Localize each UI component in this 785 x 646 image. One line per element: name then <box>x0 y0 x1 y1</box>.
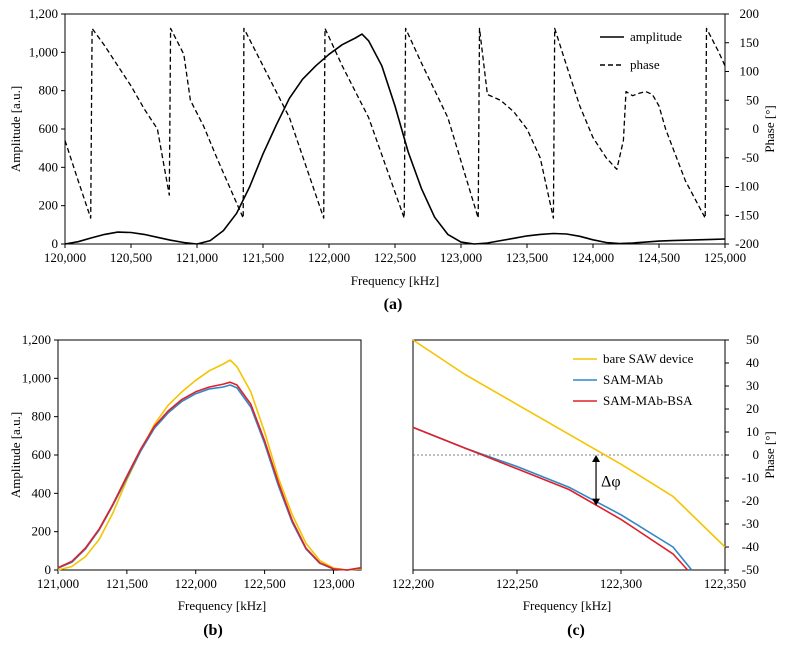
panel-c-y-tick-label: 10 <box>746 424 759 439</box>
delta-phi-arrow-head-bottom <box>592 498 601 506</box>
delta-phi-arrow-head-top <box>592 455 601 462</box>
panel-a-y-tick-label: 1,000 <box>29 44 58 59</box>
panel-c-series-bare-line <box>412 339 726 548</box>
panel-a-x-tick-label: 124,000 <box>572 250 614 265</box>
panel-a-y-tick-label: 400 <box>39 159 59 174</box>
panel-a-legend: amplitude phase <box>600 29 682 72</box>
panel-a-y-ticks: 0 200 400 600 800 1,000 1,200 <box>29 6 65 251</box>
panel-c: 122,200 122,250 122,300 122,350 -50 -40 -30 -2… <box>392 332 777 639</box>
panel-a-y2-tick-label: 50 <box>746 92 759 107</box>
panel-a-y-tick-label: 800 <box>39 83 59 98</box>
panel-a-x-tick-label: 123,000 <box>440 250 482 265</box>
panel-b-y-tick-label: 600 <box>32 447 52 462</box>
panel-a-x-tick-label: 125,000 <box>704 250 746 265</box>
panel-b-y-ticks: 0 200 400 600 800 1,000 1,200 <box>22 332 58 577</box>
panel-a-x-tick-label: 121,500 <box>242 250 284 265</box>
legend-sam-mab-label: SAM-MAb <box>603 372 663 387</box>
panel-a-y-tick-label: 0 <box>52 236 59 251</box>
panel-b-y-tick-label: 200 <box>32 524 52 539</box>
panel-c-legend: bare SAW device SAM-MAb SAM-MAb-BSA <box>573 351 694 408</box>
panel-b-series-sam_mab-line <box>57 384 362 571</box>
panel-b-xlabel: Frequency [kHz] <box>178 598 266 613</box>
panel-a-y2-tick-label: 150 <box>740 35 760 50</box>
panel-c-y-tick-label: -20 <box>742 493 759 508</box>
panel-b-x-tick-label: 122,000 <box>175 576 217 591</box>
panel-b-ylabel: Amplitude [a.u.] <box>8 412 23 498</box>
panel-b-y-tick-label: 1,200 <box>22 332 51 347</box>
panel-b-series <box>57 359 362 571</box>
panel-c-x-ticks: 122,200 122,250 122,300 122,350 <box>392 570 746 591</box>
panel-a-y-tick-label: 1,200 <box>29 6 58 21</box>
delta-phi-label: Δφ <box>601 473 621 490</box>
panel-c-xlabel: Frequency [kHz] <box>523 598 611 613</box>
panel-c-y-tick-label: -50 <box>742 562 759 577</box>
panel-c-label: (c) <box>567 622 585 639</box>
panel-b-y-tick-label: 400 <box>32 485 52 500</box>
panel-a-y2-tick-label: -50 <box>742 150 759 165</box>
panel-a-y2label: Phase [°] <box>762 105 777 152</box>
panel-a-x-tick-label: 120,000 <box>44 250 86 265</box>
panel-c-y-tick-label: -10 <box>742 470 759 485</box>
panel-b: 121,000 121,500 122,000 122,500 123,000 0 200… <box>8 332 362 639</box>
legend-sam-mab-bsa-label: SAM-MAb-BSA <box>603 393 693 408</box>
legend-amplitude-label: amplitude <box>630 29 682 44</box>
legend-bare-label: bare SAW device <box>603 351 694 366</box>
panel-c-series-sam_mab_bsa-line <box>412 426 689 571</box>
panel-c-x-tick-label: 122,300 <box>600 576 642 591</box>
panel-b-x-ticks: 121,000 121,500 122,000 122,500 123,000 <box>37 570 355 591</box>
panel-a: 120,000 120,500 121,000 121,500 122,000 122,5… <box>8 6 777 313</box>
panel-a-y2-tick-label: 100 <box>740 64 760 79</box>
panel-a-x-tick-label: 122,000 <box>308 250 350 265</box>
panel-c-y-tick-label: 40 <box>746 355 759 370</box>
panel-c-ylabel: Phase [°] <box>762 431 777 478</box>
panel-a-y2-tick-label: -100 <box>735 179 759 194</box>
panel-a-x-ticks: 120,000 120,500 121,000 121,500 122,000 122,5… <box>44 244 746 265</box>
series-phase-line <box>64 27 726 219</box>
panel-c-y-tick-label: -30 <box>742 516 759 531</box>
panel-a-y-tick-label: 600 <box>39 121 59 136</box>
panel-a-y2-tick-label: 200 <box>740 6 760 21</box>
panel-a-y2-ticks: -200 -150 -100 -50 0 50 100 150 200 <box>725 6 759 251</box>
panel-a-x-tick-label: 120,500 <box>110 250 152 265</box>
panel-a-x-tick-label: 122,500 <box>374 250 416 265</box>
panel-c-y-tick-label: 20 <box>746 401 759 416</box>
panel-a-label: (a) <box>384 296 403 313</box>
panel-a-x-tick-label: 123,500 <box>506 250 548 265</box>
series-amplitude-line <box>64 33 726 245</box>
panel-c-y-tick-label: -40 <box>742 539 759 554</box>
panel-a-y2-tick-label: -200 <box>735 236 759 251</box>
panel-a-ylabel: Amplitude [a.u.] <box>8 86 23 172</box>
panel-b-y-tick-label: 1,000 <box>22 370 51 385</box>
panel-a-x-tick-label: 124,500 <box>638 250 680 265</box>
panel-a-y2-tick-label: -150 <box>735 207 759 222</box>
panel-b-y-tick-label: 0 <box>45 562 52 577</box>
panel-b-x-tick-label: 121,000 <box>37 576 79 591</box>
legend-phase-label: phase <box>630 57 660 72</box>
panel-b-x-tick-label: 122,500 <box>243 576 285 591</box>
panel-b-y-tick-label: 800 <box>32 409 52 424</box>
panel-c-series-sam_mab-line <box>412 426 693 571</box>
panel-b-frame <box>57 339 362 571</box>
panel-b-series-sam_mab_bsa-line <box>57 381 362 571</box>
panel-a-y-tick-label: 200 <box>39 198 59 213</box>
panel-c-series <box>412 339 726 571</box>
panel-c-y-tick-label: 0 <box>753 447 760 462</box>
panel-a-series <box>64 27 726 245</box>
panel-b-x-tick-label: 123,000 <box>312 576 354 591</box>
panel-c-y-tick-label: 50 <box>746 332 759 347</box>
panel-c-x-tick-label: 122,350 <box>704 576 746 591</box>
panel-c-x-tick-label: 122,250 <box>496 576 538 591</box>
panel-c-x-tick-label: 122,200 <box>392 576 434 591</box>
panel-b-label: (b) <box>203 622 223 639</box>
panel-b-series-bare-line <box>57 359 362 571</box>
panel-a-xlabel: Frequency [kHz] <box>351 273 439 288</box>
panel-a-frame <box>64 13 726 245</box>
panel-a-y2-tick-label: 0 <box>753 121 760 136</box>
panel-c-delta-phi-annotation: Δφ <box>592 455 621 506</box>
panel-a-x-tick-label: 121,000 <box>176 250 218 265</box>
panel-c-y-ticks: -50 -40 -30 -20 -10 0 10 20 30 40 50 <box>725 332 759 577</box>
panel-b-x-tick-label: 121,500 <box>106 576 148 591</box>
panel-c-y-tick-label: 30 <box>746 378 759 393</box>
